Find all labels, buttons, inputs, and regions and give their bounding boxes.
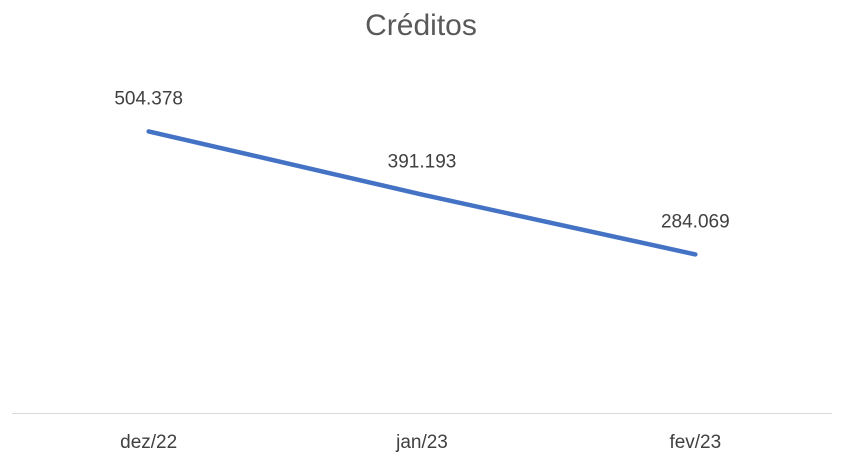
chart-title: Créditos — [365, 9, 477, 42]
data-label: 504.378 — [114, 88, 183, 109]
line — [146, 129, 698, 257]
x-tick-label: dez/22 — [120, 432, 177, 453]
data-label: 284.069 — [661, 211, 730, 232]
x-tick-label: jan/23 — [395, 432, 448, 453]
x-tick-label: fev/23 — [669, 432, 721, 453]
data-label: 391.193 — [388, 152, 457, 173]
